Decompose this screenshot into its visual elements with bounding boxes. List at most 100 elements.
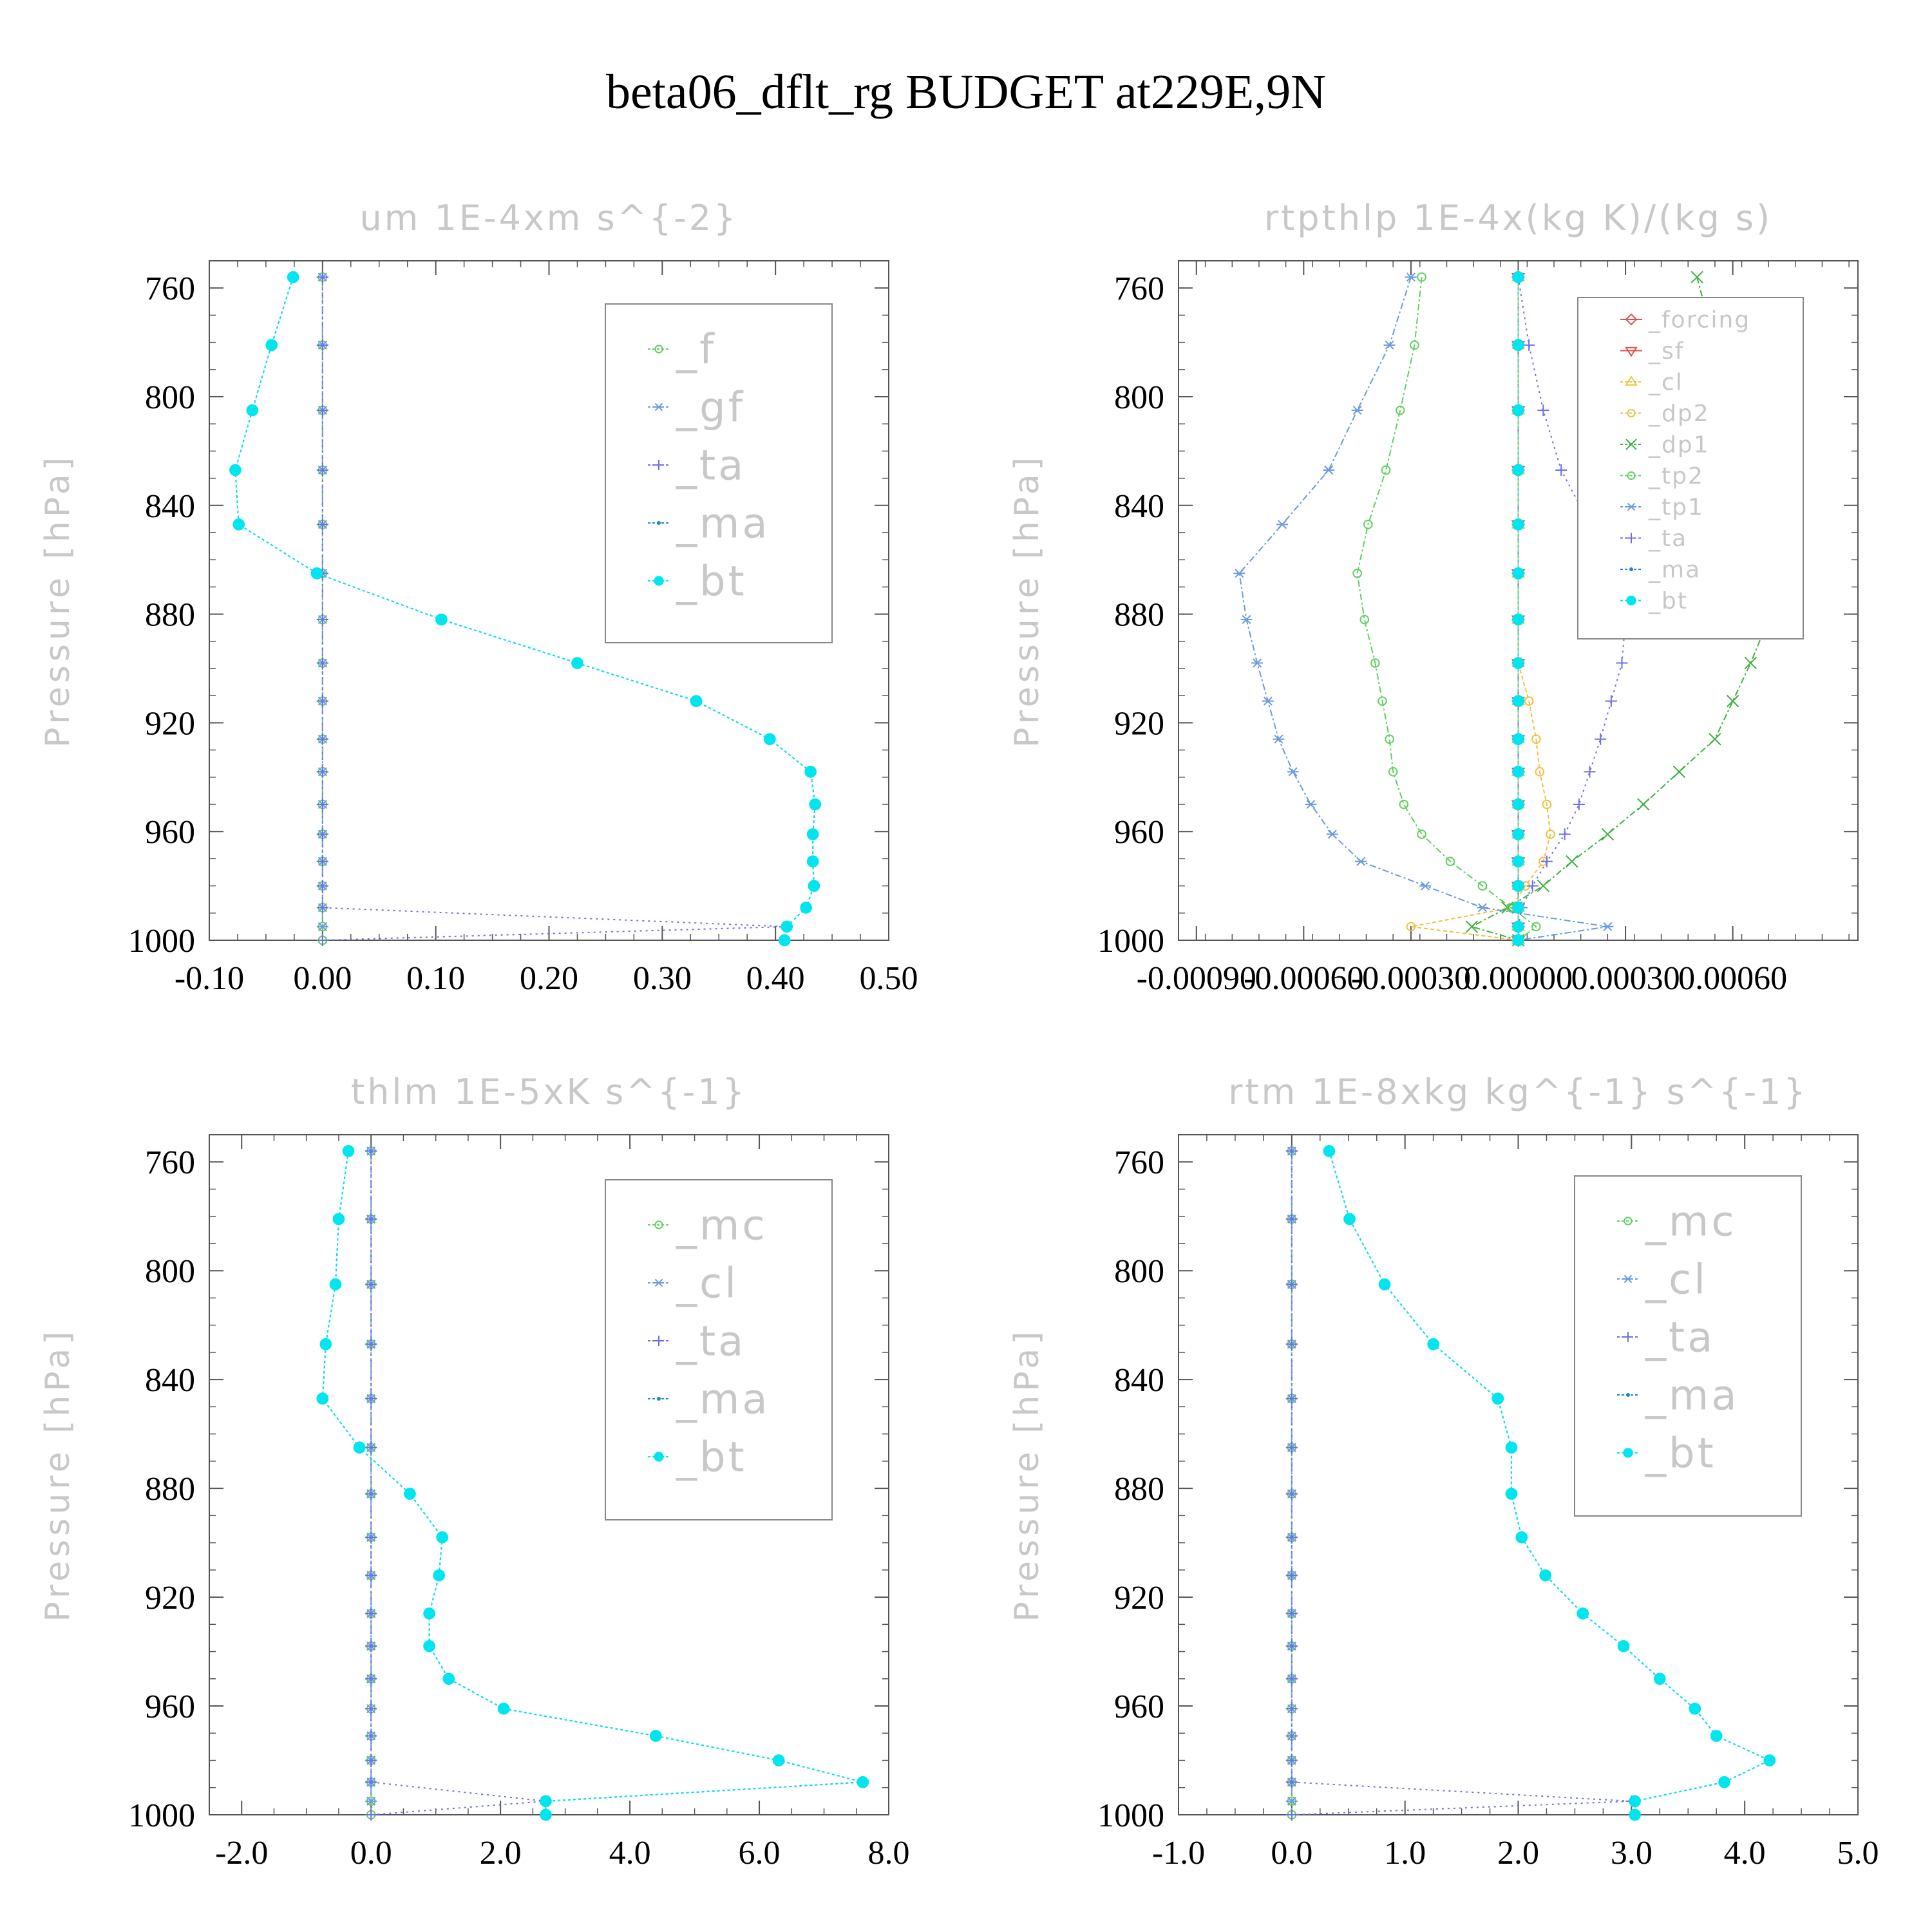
series-line bbox=[1238, 276, 1608, 941]
data-point bbox=[1370, 658, 1380, 668]
legend-marker bbox=[657, 521, 661, 525]
data-point bbox=[319, 1338, 332, 1350]
data-point bbox=[1285, 1569, 1298, 1582]
data-point bbox=[435, 613, 448, 626]
legend-marker bbox=[1625, 375, 1638, 386]
chart-panel-3: thlm 1E-5xK s^{-1} Pressure [hPa] 760 800 84… bbox=[39, 1072, 910, 1871]
data-point bbox=[1512, 934, 1524, 947]
data-point bbox=[857, 1776, 869, 1788]
legend-entry: _f bbox=[676, 326, 717, 374]
y-tick-label: 960 bbox=[145, 814, 195, 851]
data-point bbox=[497, 1702, 510, 1715]
x-tick-label: 3.0 bbox=[1611, 1835, 1653, 1871]
data-point bbox=[1531, 922, 1541, 932]
series-tp1 bbox=[1233, 272, 1614, 945]
data-point bbox=[316, 339, 328, 351]
data-point bbox=[1285, 1672, 1298, 1685]
legend-entry: _gf bbox=[676, 384, 745, 431]
data-point bbox=[1285, 1213, 1298, 1225]
data-point bbox=[1326, 829, 1338, 839]
y-tick-label: 1000 bbox=[128, 923, 195, 960]
series-bt bbox=[316, 1144, 869, 1821]
x-tick-label: -0.00030 bbox=[1351, 960, 1471, 997]
legend-entry: _forcing bbox=[1648, 307, 1750, 334]
legend-entry: _sf bbox=[1648, 338, 1684, 365]
data-point bbox=[1573, 799, 1585, 810]
data-point bbox=[1512, 798, 1524, 811]
data-point bbox=[1512, 518, 1524, 531]
data-point bbox=[1285, 1145, 1298, 1157]
data-point bbox=[1637, 798, 1650, 811]
data-point bbox=[1492, 1392, 1504, 1405]
legend-entry: _ma bbox=[676, 1376, 770, 1423]
data-point bbox=[353, 1441, 366, 1454]
x-tick-label: 4.0 bbox=[1724, 1835, 1766, 1871]
data-point bbox=[1287, 767, 1299, 777]
data-point bbox=[329, 1278, 342, 1291]
data-point bbox=[1285, 1640, 1298, 1653]
y-tick-label: 1000 bbox=[128, 1797, 195, 1834]
x-tick-label: 5.0 bbox=[1837, 1835, 1879, 1871]
legend: _mc _cl _ta _ma _bt bbox=[605, 1179, 833, 1520]
data-point bbox=[1689, 1702, 1701, 1715]
data-point bbox=[1629, 1795, 1641, 1808]
data-point bbox=[1359, 614, 1370, 625]
x-tick-label: -1.0 bbox=[1152, 1835, 1205, 1871]
legend-entry: _ta bbox=[1648, 526, 1687, 552]
data-point bbox=[365, 1441, 377, 1454]
data-point bbox=[1285, 1796, 1298, 1806]
data-point bbox=[1351, 406, 1363, 415]
data-point bbox=[1672, 765, 1686, 779]
data-point bbox=[1323, 465, 1335, 475]
data-point bbox=[365, 1730, 377, 1742]
x-tick-label: 2.0 bbox=[1497, 1835, 1539, 1871]
data-point bbox=[232, 518, 245, 531]
legend-entry: _tp2 bbox=[1648, 463, 1704, 489]
data-point bbox=[316, 464, 328, 476]
data-point bbox=[1653, 1672, 1666, 1685]
data-point bbox=[1512, 828, 1524, 840]
data-point bbox=[287, 270, 299, 283]
legend-marker bbox=[1625, 313, 1638, 326]
y-tick-label: 840 bbox=[145, 488, 195, 525]
panel-title: rtm 1E-8xkg kg^{-1} s^{-1} bbox=[1228, 1072, 1808, 1112]
data-point bbox=[365, 1392, 377, 1405]
data-point bbox=[1512, 567, 1524, 580]
data-point bbox=[1381, 465, 1391, 475]
y-axis-label: Pressure [hPa] bbox=[1008, 1328, 1046, 1622]
data-point bbox=[1251, 658, 1264, 668]
legend-entry: _ta bbox=[676, 442, 746, 489]
legend-marker bbox=[1623, 1332, 1633, 1342]
legend-entry: _bt bbox=[1648, 588, 1688, 614]
x-tick-label: -0.00090 bbox=[1137, 960, 1256, 997]
data-point bbox=[1262, 696, 1274, 706]
data-point bbox=[764, 733, 776, 746]
data-point bbox=[1523, 339, 1535, 351]
data-point bbox=[1535, 767, 1545, 777]
legend-entry: _dp2 bbox=[1648, 401, 1710, 427]
legend-entry: _ma bbox=[1648, 557, 1701, 583]
y-tick-label: 1000 bbox=[1097, 1797, 1164, 1834]
data-point bbox=[229, 464, 242, 477]
data-point bbox=[1526, 880, 1539, 892]
legend-marker bbox=[654, 402, 664, 412]
data-point bbox=[800, 902, 812, 914]
y-axis-label: Pressure [hPa] bbox=[1008, 453, 1046, 748]
data-point bbox=[1417, 272, 1426, 282]
data-point bbox=[1476, 903, 1488, 913]
legend-entry: _cl bbox=[1648, 370, 1683, 396]
data-point bbox=[365, 1703, 377, 1715]
data-point bbox=[781, 920, 793, 933]
data-point bbox=[1233, 569, 1245, 578]
y-tick-label: 1000 bbox=[1097, 923, 1164, 960]
data-point bbox=[433, 1569, 446, 1582]
data-point bbox=[365, 1145, 377, 1157]
data-point bbox=[1512, 695, 1524, 707]
legend-entry: _mc bbox=[676, 1202, 768, 1249]
y-tick-label: 800 bbox=[1114, 1253, 1164, 1290]
data-point bbox=[1505, 1441, 1518, 1454]
x-tick-label: 2.0 bbox=[480, 1835, 522, 1871]
y-tick-label: 920 bbox=[1114, 1580, 1164, 1616]
data-point bbox=[332, 1213, 345, 1226]
data-point bbox=[1285, 1488, 1298, 1500]
